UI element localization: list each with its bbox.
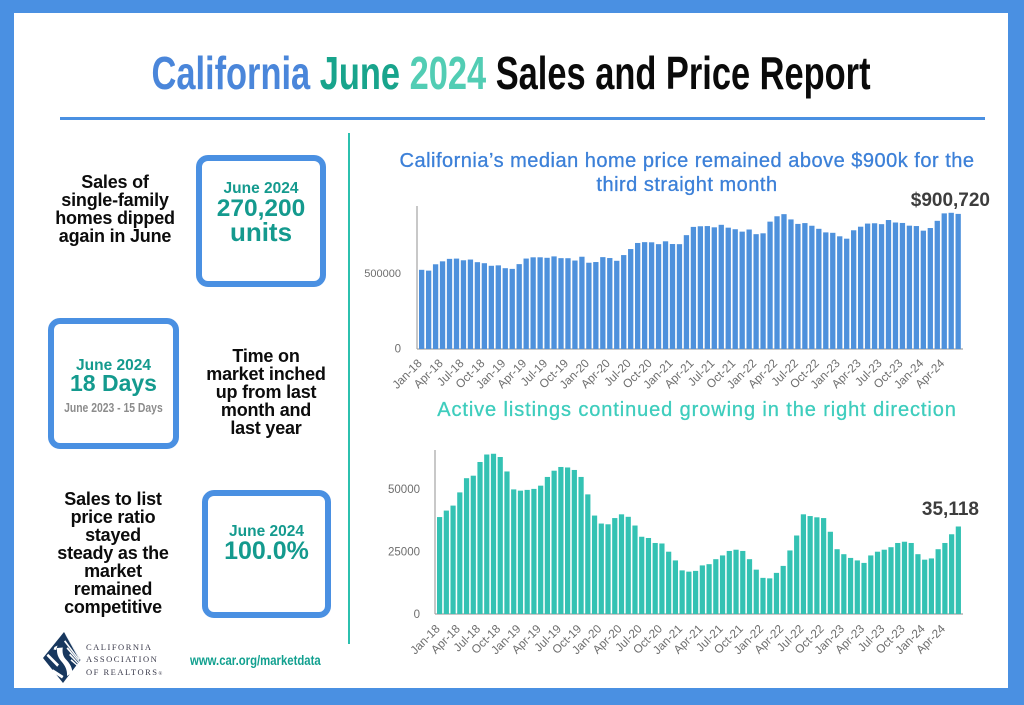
svg-text:0: 0	[395, 344, 401, 356]
svg-text:50000: 50000	[388, 484, 420, 496]
svg-text:500000: 500000	[364, 268, 401, 280]
svg-text:0: 0	[414, 609, 420, 621]
svg-text:25000: 25000	[388, 547, 420, 559]
